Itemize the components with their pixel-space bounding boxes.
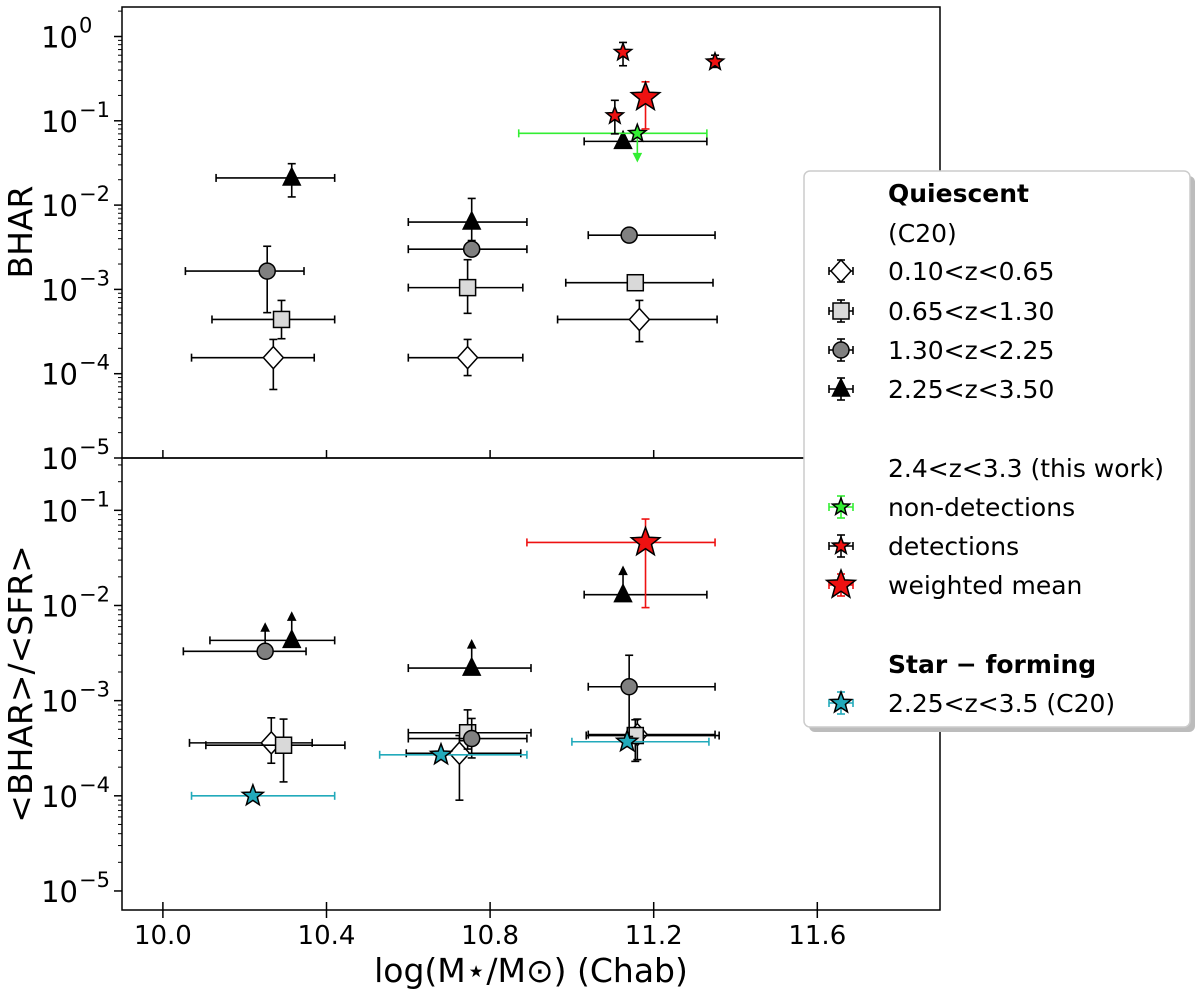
upper-limit-arrow-head xyxy=(632,152,643,163)
data-point xyxy=(620,677,638,696)
data-point xyxy=(614,728,640,753)
y-tick-label: 10 xyxy=(41,442,78,476)
legend-label: weighted mean xyxy=(888,571,1082,600)
legend-label: 2.25<z<3.50 xyxy=(888,375,1054,404)
legend-label: Quiescent xyxy=(888,179,1029,208)
legend-label: 0.10<z<0.65 xyxy=(888,257,1054,286)
lower-limit-arrow-head xyxy=(618,565,628,576)
legend-label: (C20) xyxy=(888,219,957,248)
series-0-10-z-0-65 xyxy=(190,299,718,391)
lower-limit-arrow-head xyxy=(286,611,297,621)
legend-label: detections xyxy=(888,532,1019,561)
y-tick-exponent: −1 xyxy=(79,98,110,122)
x-axis-label: log(M⋆/M⊙) (Chab) xyxy=(374,951,688,990)
y-tick-exponent: −1 xyxy=(79,487,110,511)
legend-label: 2.25<z<3.5 (C20) xyxy=(888,689,1115,718)
data-point xyxy=(428,741,454,766)
x-tick-label: 10.0 xyxy=(134,921,192,951)
legend-marker xyxy=(828,689,854,714)
series-0-65-z-1-30 xyxy=(211,258,714,340)
x-axis: 10.0 10.4 10.8 11.2 11.6 xyxy=(134,910,846,951)
y-tick-exponent: −5 xyxy=(79,435,110,459)
y-tick-exponent: 0 xyxy=(79,14,92,38)
y-tick-label: 10 xyxy=(41,780,78,814)
data-point xyxy=(613,582,633,603)
data-point xyxy=(256,642,274,661)
y-tick-label: 10 xyxy=(41,685,78,719)
y-tick-label: 10 xyxy=(41,21,78,55)
data-point xyxy=(704,50,726,71)
data-point xyxy=(462,240,481,258)
data-point xyxy=(282,166,302,186)
y-tick-exponent: −3 xyxy=(79,266,110,290)
y-tick-label: 10 xyxy=(41,494,78,528)
y-tick-exponent: −5 xyxy=(79,868,110,892)
y-tick-label: 10 xyxy=(41,358,78,392)
data-point xyxy=(604,104,626,125)
data-point xyxy=(629,525,662,557)
data-point xyxy=(282,628,302,649)
data-point xyxy=(612,41,634,62)
y-tick-label: 10 xyxy=(41,875,78,909)
series-1-30-z-2-25 xyxy=(182,622,716,759)
data-point xyxy=(456,345,479,370)
y-tick-label: 10 xyxy=(41,105,78,139)
y-tick-exponent: −4 xyxy=(79,773,110,797)
legend: Quiescent (C20) 0.10<z<0.65 0.65<z<1.30 1.30… xyxy=(803,170,1195,732)
bottom-y-axis-label: <BHAR>/<SFR> xyxy=(1,545,40,823)
series-1-30-z-2-25 xyxy=(184,226,716,314)
data-point xyxy=(272,310,291,329)
data-point xyxy=(462,729,481,748)
y-tick-label: 10 xyxy=(41,189,78,223)
data-point xyxy=(461,210,482,230)
lower-limit-arrow-head xyxy=(260,622,270,632)
x-tick-label: 11.2 xyxy=(625,921,683,951)
legend-marker xyxy=(832,302,850,320)
legend-marker xyxy=(831,377,851,397)
y-tick-exponent: −4 xyxy=(79,351,110,375)
data-point xyxy=(258,262,276,280)
y-tick-exponent: −3 xyxy=(79,678,110,702)
x-tick-label: 10.8 xyxy=(461,921,519,951)
y-tick-exponent: −2 xyxy=(79,182,110,206)
legend-marker xyxy=(829,258,853,284)
legend-marker xyxy=(832,341,850,359)
y-tick-label: 10 xyxy=(41,589,78,623)
y-tick-label: 10 xyxy=(41,273,78,307)
data-point xyxy=(613,129,633,150)
data-point xyxy=(461,656,482,676)
top-y-axis-label: BHAR xyxy=(1,186,40,279)
data-point xyxy=(626,122,648,143)
lower-limit-arrow-head xyxy=(466,638,477,649)
legend-marker xyxy=(830,534,852,556)
series-2-25-z-3-50 xyxy=(215,129,708,242)
series-weighted-mean xyxy=(629,80,662,130)
legend-marker xyxy=(824,567,858,599)
legend-label: non-detections xyxy=(888,493,1075,522)
x-tick-label: 10.4 xyxy=(298,921,356,951)
data-point xyxy=(620,226,638,244)
series-weighted-mean xyxy=(526,518,716,609)
x-tick-label: 11.6 xyxy=(788,921,846,951)
data-point xyxy=(629,80,662,112)
legend-box xyxy=(803,170,1191,728)
data-point xyxy=(626,273,645,292)
bottom-panel: 10−510−410−310−210−1 xyxy=(41,464,819,910)
legend-label: 1.30<z<2.25 xyxy=(888,336,1054,365)
series-2-25-z-3-5-c20- xyxy=(190,728,710,807)
data-point xyxy=(274,736,293,754)
legend-label: 0.65<z<1.30 xyxy=(888,297,1054,326)
legend-marker xyxy=(830,495,852,517)
data-point xyxy=(240,782,266,807)
data-point xyxy=(628,307,651,332)
series-detections xyxy=(604,41,726,135)
legend-label: Star − forming xyxy=(888,650,1096,679)
data-point xyxy=(262,345,285,370)
legend-label: 2.4<z<3.3 (this work) xyxy=(888,454,1164,483)
data-point xyxy=(458,278,477,297)
y-tick-exponent: −2 xyxy=(79,582,110,606)
